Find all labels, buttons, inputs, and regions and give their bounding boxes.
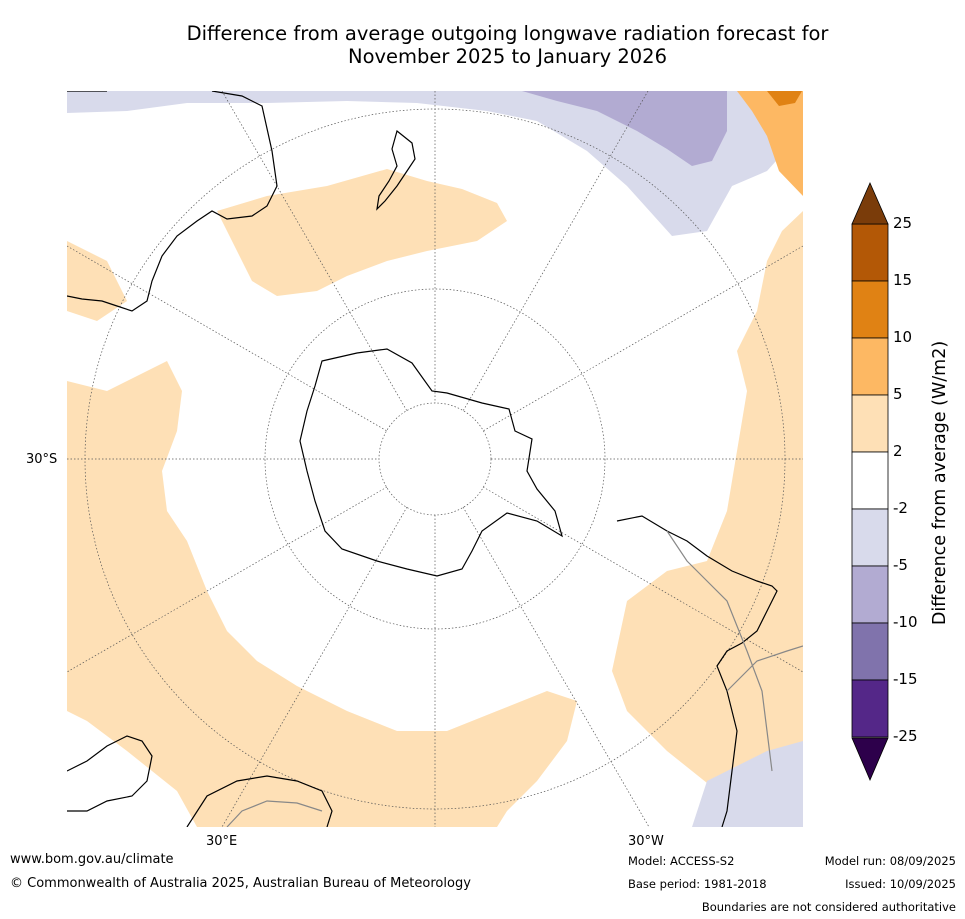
colorbar-arrow-bottom — [851, 737, 889, 782]
anomaly-neg-mid-north — [522, 91, 727, 166]
colorbar-segment — [851, 223, 889, 282]
colorbar-tick-label: -15 — [893, 670, 918, 688]
colorbar-segment — [851, 394, 889, 453]
colorbar-segment — [851, 508, 889, 567]
anomaly-neg-light-southeast — [692, 741, 803, 827]
graticule-meridian — [482, 245, 803, 432]
coast-africa — [67, 735, 333, 827]
anomaly-pos-south-pacific — [217, 169, 507, 296]
colorbar-tick-label: -10 — [893, 613, 918, 631]
lat-label-30s: 30°S — [26, 452, 58, 467]
colorbar-segment — [851, 337, 889, 396]
footer-base-period: Base period: 1981-2018 — [628, 877, 767, 891]
colorbar-tick-label: 10 — [893, 328, 913, 346]
anomaly-pos-west-band — [67, 241, 127, 321]
colorbar-segment — [851, 622, 889, 681]
map-panel — [67, 91, 803, 827]
anomaly-pos-indian-ocean — [67, 361, 577, 827]
lon-label-30e: 30°E — [206, 834, 238, 849]
footer-disclaimer: Boundaries are not considered authoritat… — [701, 900, 956, 914]
footer-issued: Issued: 10/09/2025 — [845, 877, 956, 891]
colorbar-segment — [851, 280, 889, 339]
graticule-meridian — [462, 91, 649, 412]
colorbar-tick-label: 15 — [893, 271, 913, 289]
title-line-2: November 2025 to January 2026 — [348, 45, 667, 68]
colorbar-tick-label: 2 — [893, 442, 903, 460]
graticule-meridian — [221, 506, 408, 827]
colorbar-tick-label: -25 — [893, 727, 918, 745]
map-title: Difference from average outgoing longwav… — [0, 22, 965, 68]
coast-australia — [67, 91, 278, 312]
border-south-america — [666, 530, 803, 772]
colorbar-tick-label: 25 — [893, 214, 913, 232]
footer-model-run: Model run: 08/09/2025 — [824, 854, 956, 868]
colorbar — [851, 182, 889, 782]
graticule — [67, 91, 803, 827]
graticule-meridian — [67, 245, 388, 432]
footer-website[interactable]: www.bom.gov.au/climate — [10, 852, 174, 867]
coastlines — [67, 91, 778, 827]
border-africa — [226, 800, 323, 827]
footer-copyright: © Commonwealth of Australia 2025, Austra… — [10, 876, 471, 891]
graticule-lat-circle-2 — [264, 288, 606, 630]
colorbar-segment — [851, 565, 889, 624]
borders — [226, 530, 803, 827]
coast-antarctica — [299, 348, 563, 577]
colorbar-tick-label: 5 — [893, 385, 903, 403]
colorbar-tick-label: -5 — [893, 556, 908, 574]
anomaly-pos-5-northeast — [737, 91, 803, 196]
colorbar-segment — [851, 679, 889, 738]
colorbar-tick-label: -2 — [893, 499, 908, 517]
polar-map — [67, 91, 803, 827]
colorbar-segment — [851, 451, 889, 510]
graticule-meridian — [482, 486, 803, 673]
footer-model: Model: ACCESS-S2 — [628, 854, 735, 868]
anomaly-neg-light-north — [67, 91, 803, 236]
graticule-meridian — [221, 91, 408, 412]
colorbar-segments — [851, 223, 889, 738]
graticule-meridian — [462, 506, 650, 827]
lon-label-30w: 30°W — [628, 834, 664, 849]
colorbar-title: Difference from average (W/m2) — [930, 340, 950, 626]
title-line-1: Difference from average outgoing longwav… — [186, 22, 829, 45]
coast-south-america — [616, 515, 778, 827]
anomaly-pos-10-northeast — [767, 91, 802, 106]
colorbar-arrow-top — [851, 182, 889, 225]
coast-new-zealand — [376, 129, 416, 211]
graticule-meridian — [67, 486, 388, 673]
